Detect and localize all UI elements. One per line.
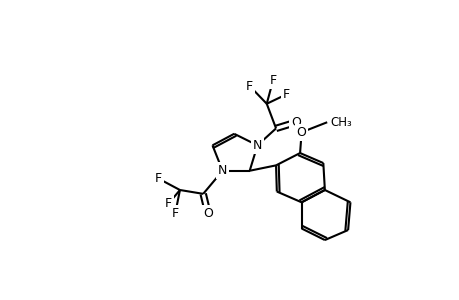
Text: F: F	[269, 74, 276, 87]
Text: O: O	[202, 207, 213, 220]
Text: N: N	[218, 164, 227, 177]
Text: O: O	[291, 116, 301, 129]
Text: O: O	[296, 126, 306, 139]
Text: F: F	[246, 80, 253, 92]
Text: F: F	[154, 172, 162, 185]
Text: F: F	[171, 207, 179, 220]
Text: F: F	[282, 88, 289, 101]
Text: N: N	[252, 139, 262, 152]
Text: CH₃: CH₃	[330, 116, 351, 129]
Text: F: F	[164, 197, 172, 210]
